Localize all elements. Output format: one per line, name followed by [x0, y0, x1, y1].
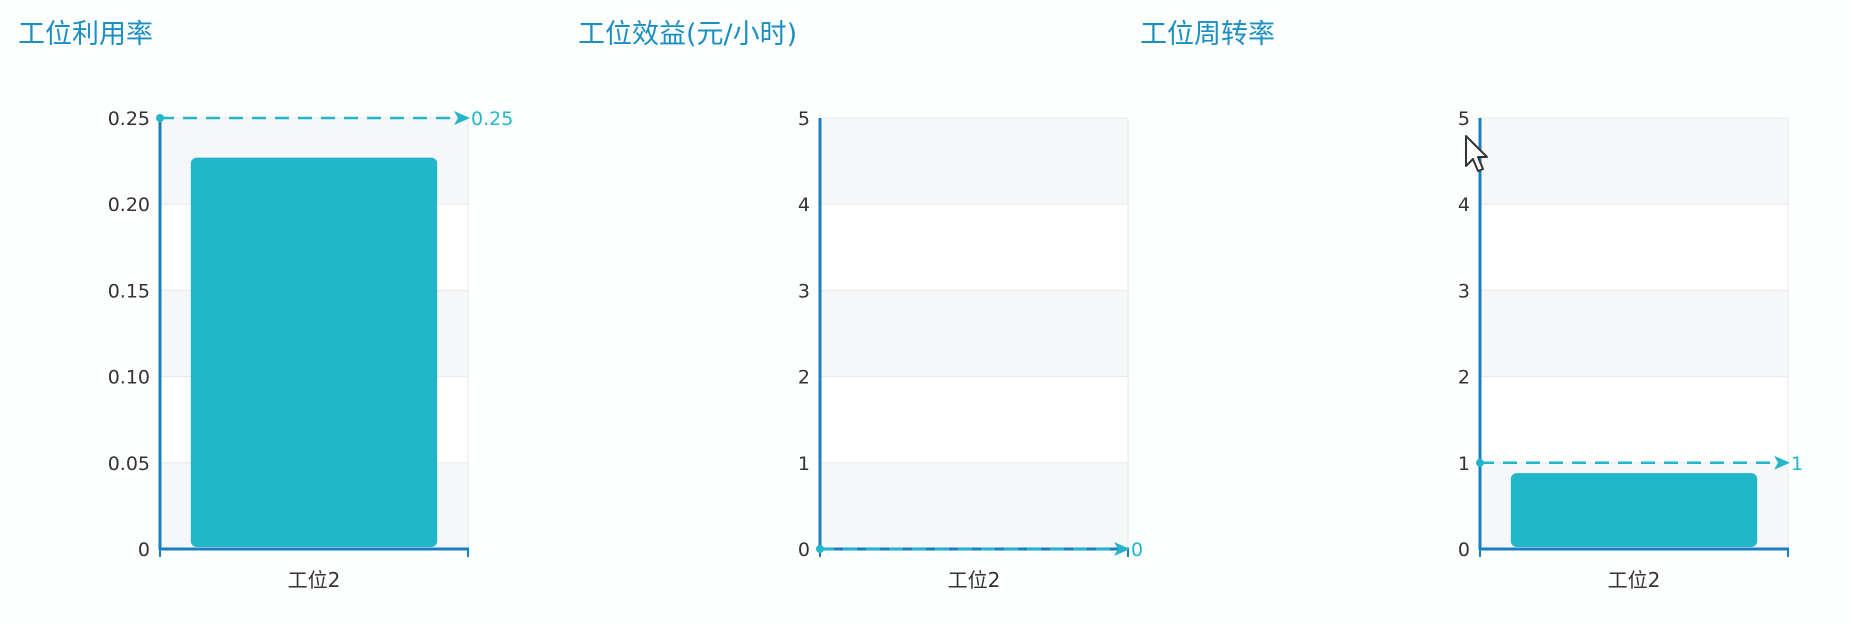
markline-arrow	[1114, 542, 1130, 556]
y-tick-label: 1	[798, 453, 810, 475]
y-tick-label: 5	[798, 108, 810, 130]
grid-band	[820, 462, 1128, 549]
grid-band	[820, 118, 1128, 205]
x-tick-label: 工位2	[1608, 568, 1661, 592]
y-tick-label: 0	[798, 539, 810, 561]
y-tick-label: 0.05	[108, 453, 150, 475]
chart-title: 工位周转率	[1140, 19, 1275, 50]
y-tick-label: 0.20	[108, 194, 150, 216]
x-tick-label: 工位2	[948, 568, 1001, 592]
markline-arrow	[454, 111, 470, 125]
y-tick-label: 0.25	[108, 108, 150, 130]
y-tick-label: 2	[798, 367, 810, 389]
y-tick-label: 5	[1458, 108, 1470, 130]
grid-band	[820, 204, 1128, 291]
grid-band	[820, 290, 1128, 377]
turnover-bar-chart: 0 1 2 3 4 5 工位2 1	[1458, 108, 1803, 592]
markline-label: 0.25	[471, 108, 513, 130]
chart-panel-turnover: 工位周转率 0 1 2 3 4 5 工位2 1	[1140, 0, 1840, 624]
y-tick-label: 4	[1458, 194, 1470, 216]
bar	[190, 157, 438, 548]
y-tick-label: 4	[798, 194, 810, 216]
chart-panel-benefit: 工位效益(元/小时) 0 1 2 3 4 5 工位2 0	[578, 0, 1220, 624]
markline-label: 1	[1791, 453, 1803, 475]
markline-label: 0	[1131, 539, 1143, 561]
utilization-bar-chart: 0 0.05 0.10 0.15 0.20 0.25 工位2 0.25	[108, 108, 514, 592]
y-tick-label: 0.10	[108, 367, 150, 389]
mouse-pointer-icon	[1465, 135, 1488, 172]
chart-panel-utilization: 工位利用率 0 0.05 0.10 0.15 0.20 0.25 工位2 0.25	[0, 0, 600, 624]
x-tick-label: 工位2	[288, 568, 341, 592]
bar	[1510, 473, 1758, 547]
grid-band	[820, 376, 1128, 463]
grid-band	[1480, 204, 1788, 291]
markline-arrow	[1774, 455, 1790, 470]
y-tick-label: 3	[1458, 280, 1470, 302]
y-tick-label: 0	[1458, 539, 1470, 561]
chart-title: 工位利用率	[18, 19, 153, 50]
benefit-bar-chart: 0 1 2 3 4 5 工位2 0	[798, 108, 1143, 592]
y-tick-label: 2	[1458, 367, 1470, 389]
y-tick-label: 0	[138, 539, 150, 561]
grid-band	[1480, 118, 1788, 205]
y-tick-label: 0.15	[108, 280, 150, 302]
y-tick-label: 1	[1458, 453, 1470, 475]
chart-title: 工位效益(元/小时)	[578, 19, 798, 50]
y-tick-label: 3	[798, 280, 810, 302]
grid-band	[1480, 376, 1788, 463]
grid-band	[1480, 290, 1788, 377]
